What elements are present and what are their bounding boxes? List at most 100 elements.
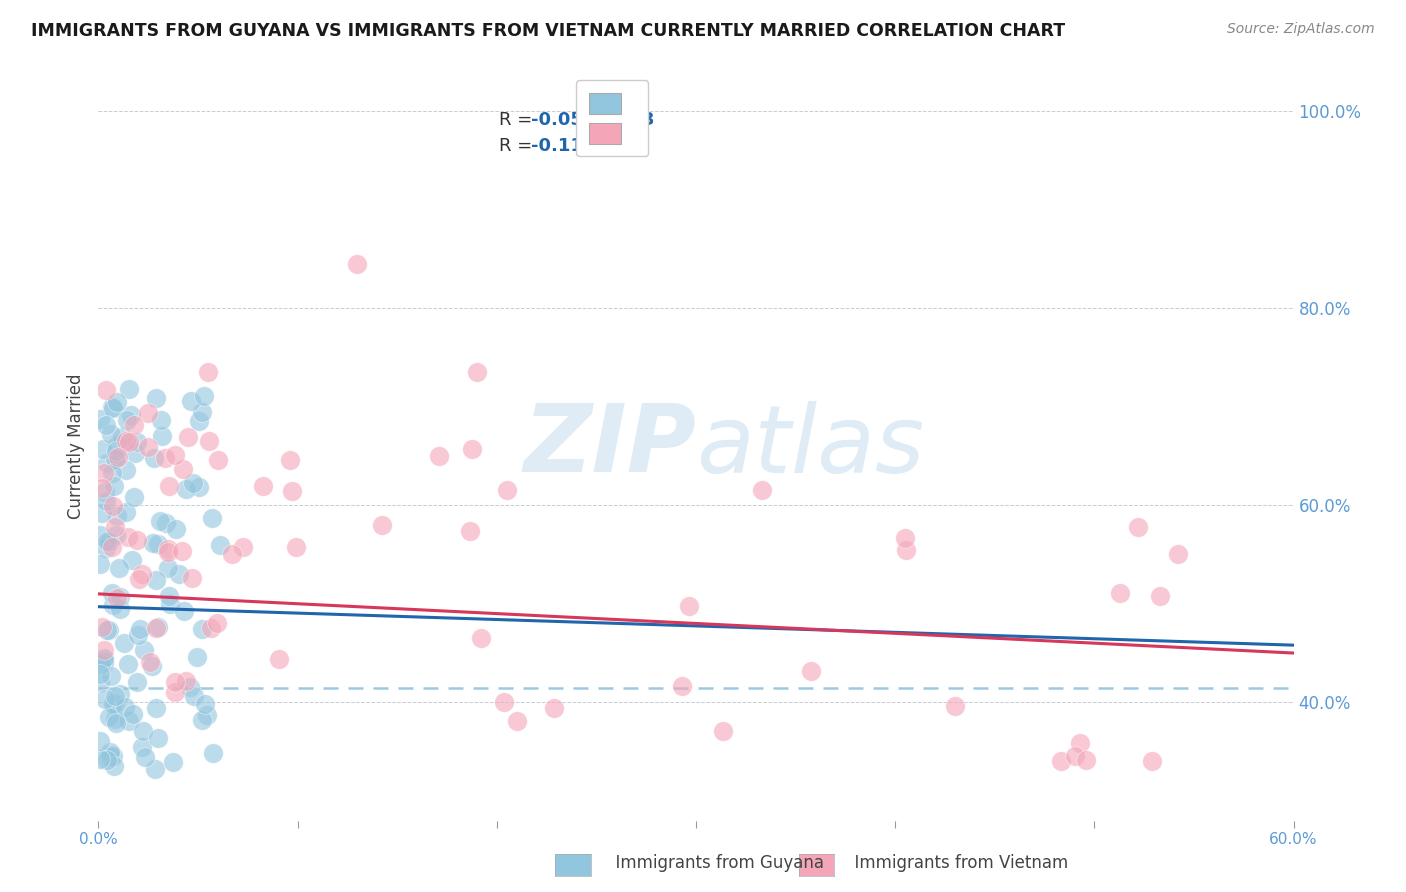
- Point: [136, 440, 159, 454]
- Point: [134, 749, 156, 764]
- Point: [188, 480, 211, 494]
- Point: [543, 701, 565, 715]
- Point: [148, 620, 170, 634]
- Text: Source: ZipAtlas.com: Source: ZipAtlas.com: [1227, 22, 1375, 37]
- Point: [180, 394, 202, 409]
- Point: [1050, 755, 1073, 769]
- Point: [108, 590, 131, 604]
- Point: [103, 759, 125, 773]
- Point: [89, 557, 111, 571]
- Point: [103, 479, 125, 493]
- Point: [198, 434, 221, 448]
- Point: [173, 605, 195, 619]
- Point: [136, 406, 159, 420]
- Point: [107, 561, 129, 575]
- Point: [132, 723, 155, 738]
- Point: [104, 689, 127, 703]
- Y-axis label: Currently Married: Currently Married: [67, 373, 86, 519]
- Point: [1167, 547, 1189, 561]
- Text: IMMIGRANTS FROM GUYANA VS IMMIGRANTS FROM VIETNAM CURRENTLY MARRIED CORRELATION : IMMIGRANTS FROM GUYANA VS IMMIGRANTS FRO…: [31, 22, 1066, 40]
- Point: [93, 466, 115, 480]
- Point: [89, 752, 111, 766]
- Point: [470, 631, 492, 645]
- Point: [97, 710, 120, 724]
- Point: [108, 602, 131, 616]
- Point: [179, 680, 201, 694]
- Text: ZIP: ZIP: [523, 400, 696, 492]
- Point: [671, 679, 693, 693]
- Point: [141, 659, 163, 673]
- Point: [427, 449, 450, 463]
- Point: [190, 622, 212, 636]
- Point: [896, 542, 918, 557]
- Point: [112, 636, 135, 650]
- Point: [157, 589, 180, 603]
- Point: [105, 591, 128, 606]
- Point: [101, 401, 124, 415]
- Point: [201, 511, 224, 525]
- Text: -0.110: -0.110: [531, 137, 595, 155]
- Point: [149, 514, 172, 528]
- Point: [165, 685, 187, 699]
- Point: [181, 475, 204, 490]
- Point: [93, 657, 115, 671]
- Text: -0.052: -0.052: [531, 112, 595, 129]
- Text: R =: R =: [499, 112, 537, 129]
- Point: [177, 430, 200, 444]
- Point: [98, 749, 121, 764]
- Point: [114, 463, 136, 477]
- Point: [1108, 586, 1130, 600]
- Point: [91, 481, 114, 495]
- Point: [94, 692, 117, 706]
- Point: [145, 701, 167, 715]
- Point: [118, 714, 141, 729]
- Point: [195, 707, 218, 722]
- Point: [145, 391, 167, 405]
- Point: [89, 734, 111, 748]
- Point: [152, 429, 174, 443]
- Point: [461, 442, 484, 456]
- Point: [118, 434, 141, 449]
- Point: [127, 533, 149, 547]
- Point: [101, 698, 124, 712]
- Point: [205, 615, 228, 630]
- Point: [159, 597, 181, 611]
- Point: [122, 417, 145, 432]
- Point: [94, 494, 117, 508]
- Point: [496, 483, 519, 498]
- Point: [121, 552, 143, 566]
- Point: [1128, 520, 1150, 534]
- Point: [148, 731, 170, 745]
- Point: [96, 456, 118, 470]
- Point: [678, 599, 700, 613]
- Point: [124, 445, 146, 459]
- Point: [107, 438, 129, 452]
- Point: [89, 412, 111, 426]
- Point: [190, 713, 212, 727]
- Point: [460, 524, 482, 538]
- Point: [174, 673, 197, 688]
- Point: [105, 716, 128, 731]
- Point: [197, 365, 219, 379]
- Point: [104, 520, 127, 534]
- Point: [232, 540, 254, 554]
- Point: [187, 414, 209, 428]
- Point: [117, 531, 139, 545]
- Point: [193, 389, 215, 403]
- Point: [146, 537, 169, 551]
- Point: [117, 657, 139, 671]
- Point: [89, 528, 111, 542]
- Point: [346, 257, 368, 271]
- Point: [506, 714, 529, 728]
- Point: [156, 561, 179, 575]
- Point: [172, 462, 194, 476]
- Point: [157, 479, 180, 493]
- Point: [122, 706, 145, 721]
- Point: [101, 401, 124, 415]
- Point: [100, 586, 122, 600]
- Point: [98, 535, 121, 549]
- Point: [105, 509, 128, 524]
- Text: N =: N =: [592, 112, 631, 129]
- Text: atlas: atlas: [696, 401, 924, 491]
- Point: [186, 650, 208, 665]
